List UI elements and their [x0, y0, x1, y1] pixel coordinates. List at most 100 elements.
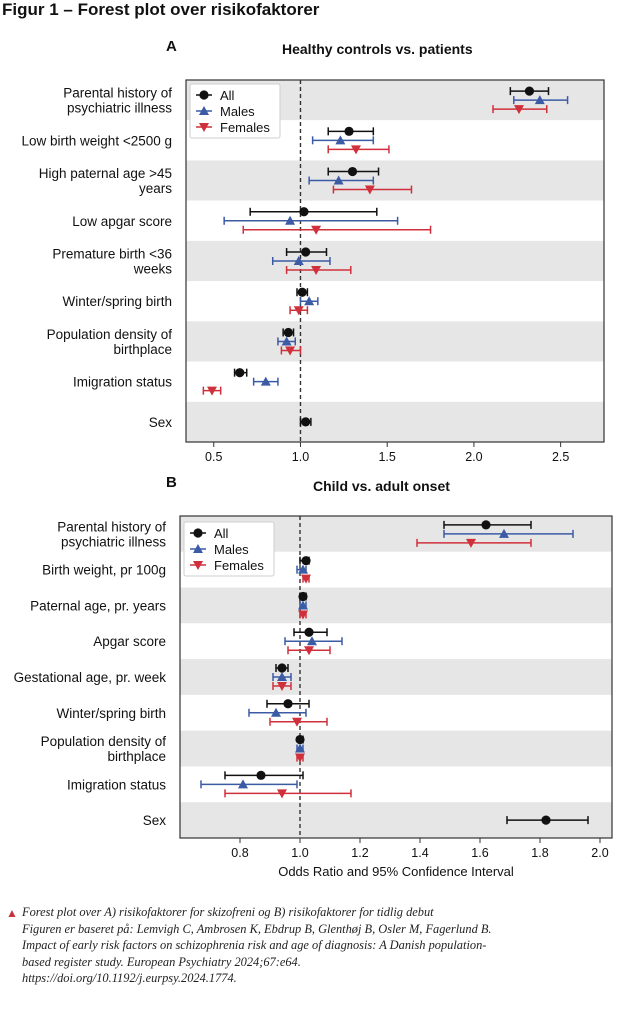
legend-label: Females [214, 558, 264, 573]
point-marker [238, 779, 248, 789]
data-point [200, 779, 298, 789]
point-marker [514, 105, 525, 115]
point-marker [301, 556, 311, 566]
data-point [327, 166, 380, 177]
point-marker [301, 574, 311, 584]
caption-arrow-icon: ▲ [6, 906, 18, 920]
point-marker [293, 256, 304, 265]
legend-marker [199, 123, 209, 132]
x-tick-label: 0.8 [231, 846, 248, 860]
point-marker [256, 770, 266, 780]
category-label: Paternal age, pr. years [30, 598, 166, 613]
point-marker [277, 672, 287, 681]
category-label-line: Population density of [41, 734, 167, 749]
data-point [299, 417, 312, 427]
data-point [285, 266, 352, 275]
data-point [293, 627, 328, 637]
category-label: Parental history of psychiatric illness [63, 86, 172, 116]
panel-a: A Healthy controls vs. patients Parental… [0, 36, 619, 461]
data-point [296, 287, 309, 297]
point-marker [299, 207, 309, 217]
x-tick-label: 0.5 [205, 450, 222, 461]
point-marker [285, 346, 296, 356]
point-marker [304, 296, 315, 306]
point-marker [466, 538, 476, 548]
category-label-line: Low apgar score [72, 214, 172, 229]
category-label-line: Imigration status [67, 777, 166, 792]
category-label-line: High paternal age >45 [39, 166, 172, 181]
data-point [248, 707, 307, 717]
point-marker [235, 368, 245, 378]
category-label-line: Winter/spring birth [56, 706, 166, 721]
category-label-line: Imigration status [73, 375, 172, 390]
category-label-line: weeks [133, 262, 173, 277]
category-label: Population density of birthplace [47, 327, 173, 357]
data-point [277, 336, 297, 346]
point-marker [499, 528, 509, 538]
data-point [272, 672, 292, 681]
data-point [298, 600, 308, 610]
category-label-line: Gestational age, pr. week [14, 670, 167, 685]
data-point [252, 376, 279, 386]
panel-letter: B [166, 474, 177, 491]
legend-item: All [190, 526, 229, 541]
row-band [186, 401, 604, 442]
row-band [180, 659, 612, 695]
legend-label: All [214, 526, 229, 541]
x-tick-label: 2.5 [552, 450, 569, 461]
x-tick-label: 1.2 [351, 846, 368, 860]
legend-box [189, 83, 281, 139]
category-label: Sex [143, 813, 167, 828]
caption-line: based register study. European Psychiatr… [22, 954, 301, 969]
point-marker [350, 145, 361, 155]
x-tick-label: 1.4 [411, 846, 428, 860]
legend-marker [193, 561, 203, 570]
category-label-line: Premature birth <36 [52, 247, 172, 262]
category-label: High paternal age >45 years [39, 166, 172, 196]
point-marker [295, 753, 305, 763]
category-label-line: birthplace [113, 342, 172, 357]
point-marker [304, 646, 314, 656]
data-point [298, 610, 308, 620]
category-label-line: psychiatric illness [67, 101, 172, 116]
legend-item: Males [196, 104, 255, 119]
data-point [513, 95, 569, 105]
data-point [289, 306, 309, 316]
point-marker [297, 287, 307, 297]
data-point [509, 86, 550, 96]
category-label-line: psychiatric illness [61, 534, 166, 549]
caption-line: https://doi.org/10.1192/j.eurpsy.2024.17… [22, 971, 237, 985]
category-label: Sex [149, 415, 173, 430]
point-marker [347, 166, 358, 177]
category-label: Gestational age, pr. week [14, 670, 167, 685]
legend-marker [193, 528, 203, 538]
category-label-line: Low birth weight <2500 g [22, 133, 172, 148]
point-marker [311, 225, 322, 235]
point-marker [293, 306, 304, 316]
figure-title: Figur 1 – Forest plot over risikofaktore… [2, 0, 320, 19]
data-point [492, 105, 548, 115]
category-label-line: years [139, 181, 172, 196]
x-tick-label: 1.8 [531, 846, 548, 860]
category-label-line: Parental history of [57, 519, 166, 534]
point-marker [277, 663, 287, 673]
point-marker [298, 600, 308, 610]
data-point [301, 574, 311, 584]
data-point [443, 528, 574, 538]
data-point [295, 743, 305, 753]
category-label: Imigration status [73, 375, 172, 390]
point-marker [307, 636, 317, 646]
data-point [284, 636, 343, 646]
legend-label: Females [220, 120, 270, 135]
point-marker [304, 627, 314, 637]
data-point [299, 296, 319, 306]
row-band [186, 321, 604, 362]
data-point [327, 145, 390, 155]
data-point [295, 753, 305, 763]
point-marker [481, 520, 491, 530]
data-point [416, 538, 532, 548]
panel-b: B Child vs. adult onset Parental history… [0, 472, 619, 892]
category-label-line: Population density of [47, 327, 173, 342]
data-point [506, 815, 589, 825]
